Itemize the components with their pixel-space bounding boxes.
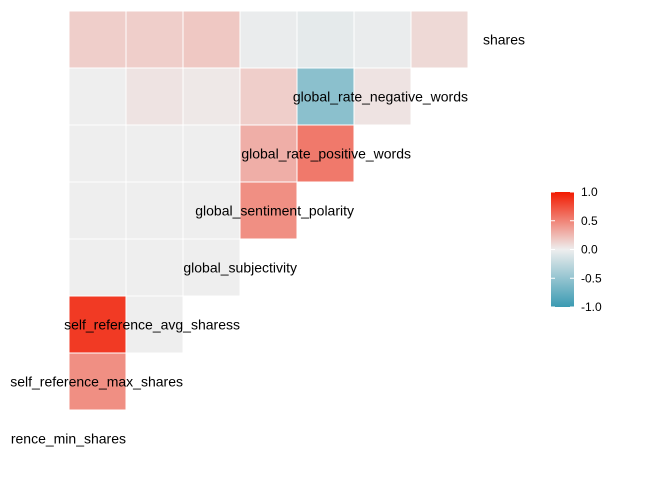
heatmap-cell-7-6 — [410, 10, 469, 69]
legend-tick-label-4: -1.0 — [581, 300, 602, 314]
heatmap-cell-3-0 — [68, 238, 127, 297]
heatmap-cell-3-2 — [182, 238, 241, 297]
heatmap-cell-4-0 — [68, 181, 127, 240]
heatmap-cell-6-0 — [68, 67, 127, 126]
heatmap-cell-7-1 — [125, 10, 184, 69]
heatmap-cell-7-4 — [296, 10, 355, 69]
heatmap-cell-5-0 — [68, 124, 127, 183]
heatmap-cell-7-0 — [68, 10, 127, 69]
variable-label-2: self_reference_avg_sharess — [64, 317, 240, 333]
heatmap-cell-1-0 — [68, 352, 127, 411]
variable-label-5: global_rate_positive_words — [241, 146, 411, 162]
heatmap-cell-5-4 — [296, 124, 355, 183]
variable-label-7: shares — [483, 32, 525, 48]
heatmap-cell-6-2 — [182, 67, 241, 126]
variable-label-4: global_sentiment_polarity — [195, 203, 354, 219]
heatmap-cell-4-2 — [182, 181, 241, 240]
heatmap-cell-7-3 — [239, 10, 298, 69]
heatmap-cell-5-2 — [182, 124, 241, 183]
variable-label-3: global_subjectivity — [183, 260, 297, 276]
legend-tick-label-2: 0.0 — [581, 243, 598, 257]
legend-tick-label-1: 0.5 — [581, 214, 598, 228]
heatmap-cell-7-2 — [182, 10, 241, 69]
heatmap-cell-4-3 — [239, 181, 298, 240]
variable-label-1: self_reference_max_shares — [10, 374, 183, 390]
heatmap-cell-6-3 — [239, 67, 298, 126]
heatmap-cell-7-5 — [353, 10, 412, 69]
heatmap-cell-6-5 — [353, 67, 412, 126]
variable-label-6: global_rate_negative_words — [293, 89, 468, 105]
heatmap-cell-6-1 — [125, 67, 184, 126]
legend-tick-label-0: 1.0 — [581, 185, 598, 199]
heatmap-cell-5-1 — [125, 124, 184, 183]
variable-label-0: rence_min_shares — [11, 431, 126, 447]
legend-colorbar — [551, 192, 574, 307]
heatmap-cell-3-1 — [125, 238, 184, 297]
color-legend: 1.0 0.5 0.0 -0.5 -1.0 — [551, 185, 602, 314]
variable-labels: rence_min_shares self_reference_max_share… — [10, 32, 525, 447]
legend-tick-label-3: -0.5 — [581, 271, 602, 285]
heatmap-cells — [68, 10, 469, 411]
heatmap-cell-2-0 — [68, 295, 127, 354]
heatmap-cell-6-4 — [296, 67, 355, 126]
heatmap-cell-4-1 — [125, 181, 184, 240]
